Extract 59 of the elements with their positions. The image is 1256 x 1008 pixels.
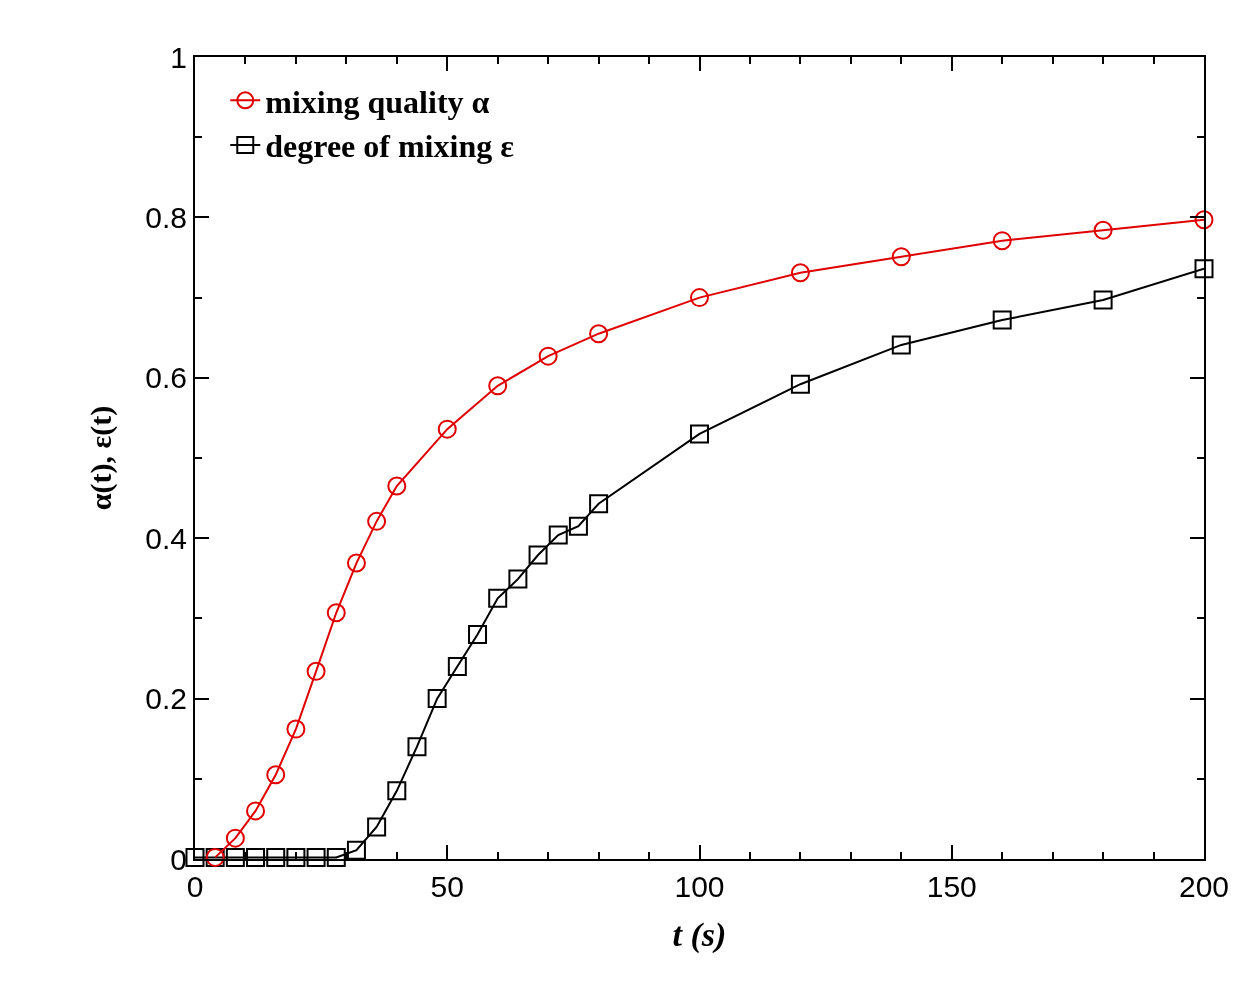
point <box>1194 210 1214 230</box>
point <box>528 545 548 565</box>
point <box>589 324 609 344</box>
point <box>427 689 447 709</box>
point <box>367 511 387 531</box>
y-axis-title: α(t), ε(t) <box>83 405 118 511</box>
y-tick-label: 1 <box>170 40 187 74</box>
point <box>286 847 306 867</box>
point <box>447 657 467 677</box>
point <box>225 847 245 867</box>
y-tick-label: 0.8 <box>145 200 187 234</box>
point <box>690 424 709 444</box>
point <box>266 847 286 867</box>
x-tick-label: 150 <box>926 870 977 903</box>
point <box>891 335 911 355</box>
x-tick-label: 200 <box>1178 870 1230 903</box>
point <box>185 847 205 867</box>
point <box>306 661 326 681</box>
point <box>548 525 568 545</box>
point <box>992 310 1012 330</box>
point <box>891 247 911 267</box>
point <box>790 374 810 394</box>
point <box>790 263 810 283</box>
point <box>387 476 407 496</box>
point <box>992 231 1012 251</box>
point <box>326 847 346 867</box>
x-axis-title: t (s) <box>672 915 727 954</box>
point <box>367 817 387 837</box>
y-tick-label: 0.4 <box>145 521 187 555</box>
point <box>326 603 346 623</box>
legend-label: degree of mixing ε <box>265 128 515 165</box>
point <box>538 346 558 366</box>
point <box>568 516 588 536</box>
point <box>589 494 609 514</box>
point <box>1093 290 1113 310</box>
point <box>1093 220 1113 240</box>
point <box>225 828 245 848</box>
point <box>387 781 407 801</box>
point <box>488 376 508 396</box>
point <box>286 719 306 739</box>
point <box>690 288 709 308</box>
point <box>306 847 326 867</box>
y-tick-label: 0.6 <box>145 361 187 395</box>
point <box>508 569 528 589</box>
legend-label: mixing quality α <box>265 83 490 120</box>
x-tick-label: 100 <box>674 870 725 903</box>
y-tick-label: 0.2 <box>145 682 187 716</box>
point <box>468 624 488 644</box>
point <box>488 588 508 608</box>
y-tick-label: 0 <box>170 842 187 876</box>
point <box>346 553 366 573</box>
point <box>407 737 427 757</box>
point <box>346 840 366 860</box>
point <box>437 419 457 439</box>
point <box>1194 259 1214 279</box>
point <box>266 765 286 785</box>
x-tick-label: 50 <box>430 870 464 903</box>
point <box>246 847 266 867</box>
point <box>246 801 266 821</box>
